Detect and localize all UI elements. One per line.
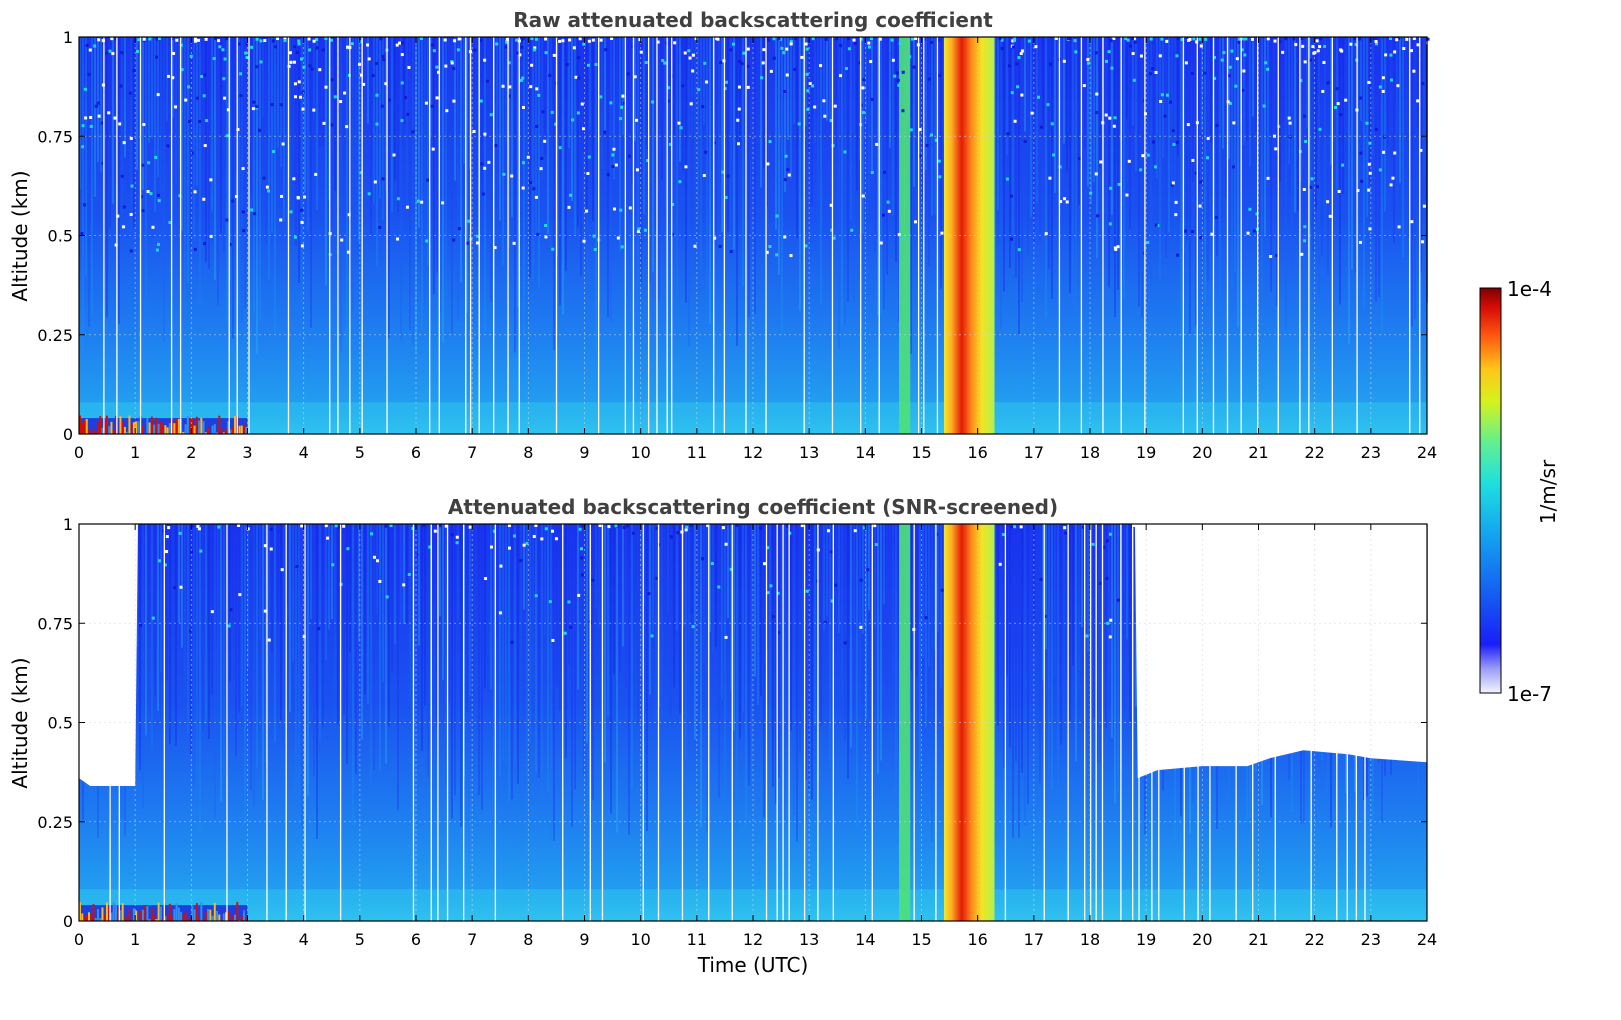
x-tick-label: 18 — [1080, 930, 1100, 949]
x-tick-label: 20 — [1192, 443, 1212, 462]
heatmap-texture — [79, 37, 1428, 355]
y-tick-label: 0 — [63, 425, 73, 444]
x-axis-label: Time (UTC) — [697, 953, 809, 977]
panel-2-ylabel: Altitude (km) — [8, 657, 32, 788]
x-tick-label: 13 — [799, 930, 819, 949]
x-tick-label: 21 — [1248, 443, 1268, 462]
x-tick-label: 11 — [687, 930, 707, 949]
x-tick-label: 3 — [242, 930, 252, 949]
x-tick-label: 15 — [911, 930, 931, 949]
x-tick-label: 16 — [967, 930, 987, 949]
x-tick-label: 16 — [967, 443, 987, 462]
x-tick-label: 12 — [743, 930, 763, 949]
x-tick-label: 0 — [74, 930, 84, 949]
x-tick-label: 14 — [855, 443, 875, 462]
panel-1-ylabel: Altitude (km) — [8, 170, 32, 301]
x-tick-label: 6 — [411, 930, 421, 949]
x-tick-label: 1 — [130, 930, 140, 949]
y-tick-label: 0.25 — [37, 326, 73, 345]
x-tick-label: 21 — [1248, 930, 1268, 949]
x-tick-label: 4 — [299, 930, 309, 949]
x-tick-label: 9 — [579, 443, 589, 462]
x-tick-label: 5 — [355, 443, 365, 462]
y-tick-label: 0.75 — [37, 614, 73, 633]
x-tick-label: 18 — [1080, 443, 1100, 462]
y-tick-label: 0.25 — [37, 813, 73, 832]
x-tick-label: 1 — [130, 443, 140, 462]
x-tick-label: 17 — [1024, 443, 1044, 462]
x-tick-label: 22 — [1304, 443, 1324, 462]
x-tick-label: 3 — [242, 443, 252, 462]
colorbar-gradient — [1479, 287, 1502, 694]
colorbar: 1e-4 1e-7 1/m/sr — [1479, 277, 1560, 706]
x-tick-label: 2 — [186, 443, 196, 462]
y-tick-label: 0.5 — [48, 714, 73, 733]
x-tick-label: 24 — [1417, 443, 1437, 462]
axes: 0 1 2 3 4 5 6 7 8 9 10 11 12 13 14 15 16 17 18 19 20 21 22 23 24… — [37, 515, 1437, 949]
y-tick-label: 1 — [63, 28, 73, 47]
x-tick-label: 0 — [74, 443, 84, 462]
x-tick-label: 19 — [1136, 443, 1156, 462]
colorbar-min-label: 1e-7 — [1507, 682, 1552, 706]
panel-2-plot: 0 1 2 3 4 5 6 7 8 9 10 11 12 13 14 15 16 17 18 19 20 21 22 23 24… — [37, 515, 1437, 949]
colorbar-max-label: 1e-4 — [1507, 277, 1552, 301]
x-tick-label: 20 — [1192, 930, 1212, 949]
panel-screened: Attenuated backscattering coefficient (S… — [8, 495, 1437, 977]
x-tick-label: 10 — [630, 443, 650, 462]
axes: 0 1 2 3 4 5 6 7 8 9 10 11 12 13 14 15 16 17 18 19 20 21 22 23 24… — [37, 28, 1437, 462]
y-tick-label: 0.5 — [48, 227, 73, 246]
y-tick-label: 0 — [63, 912, 73, 931]
x-tick-label: 14 — [855, 930, 875, 949]
x-tick-label: 23 — [1361, 443, 1381, 462]
x-tick-label: 4 — [299, 443, 309, 462]
x-tick-label: 22 — [1304, 930, 1324, 949]
panel-2-title: Attenuated backscattering coefficient (S… — [448, 495, 1058, 519]
panel-1-title: Raw attenuated backscattering coefficien… — [513, 8, 993, 32]
x-tick-label: 11 — [687, 443, 707, 462]
colorbar-unit-label: 1/m/sr — [1536, 459, 1560, 524]
x-tick-label: 7 — [467, 930, 477, 949]
x-tick-label: 15 — [911, 443, 931, 462]
x-tick-label: 9 — [579, 930, 589, 949]
panel-1-plot: 0 1 2 3 4 5 6 7 8 9 10 11 12 13 14 15 16 17 18 19 20 21 22 23 24… — [37, 28, 1437, 462]
y-tick-label: 0.75 — [37, 127, 73, 146]
screening-mask — [79, 524, 1427, 787]
x-tick-label: 19 — [1136, 930, 1156, 949]
x-tick-label: 12 — [743, 443, 763, 462]
panel-raw: Raw attenuated backscattering coefficien… — [8, 8, 1437, 462]
surface-aerosol-layer — [79, 415, 248, 434]
x-tick-label: 2 — [186, 930, 196, 949]
x-tick-label: 23 — [1361, 930, 1381, 949]
x-tick-label: 6 — [411, 443, 421, 462]
x-tick-label: 7 — [467, 443, 477, 462]
x-tick-label: 10 — [630, 930, 650, 949]
x-tick-label: 13 — [799, 443, 819, 462]
x-tick-label: 17 — [1024, 930, 1044, 949]
x-tick-label: 5 — [355, 930, 365, 949]
y-tick-label: 1 — [63, 515, 73, 534]
x-tick-label: 24 — [1417, 930, 1437, 949]
surface-aerosol-layer — [79, 901, 248, 921]
x-tick-label: 8 — [523, 443, 533, 462]
x-tick-label: 8 — [523, 930, 533, 949]
